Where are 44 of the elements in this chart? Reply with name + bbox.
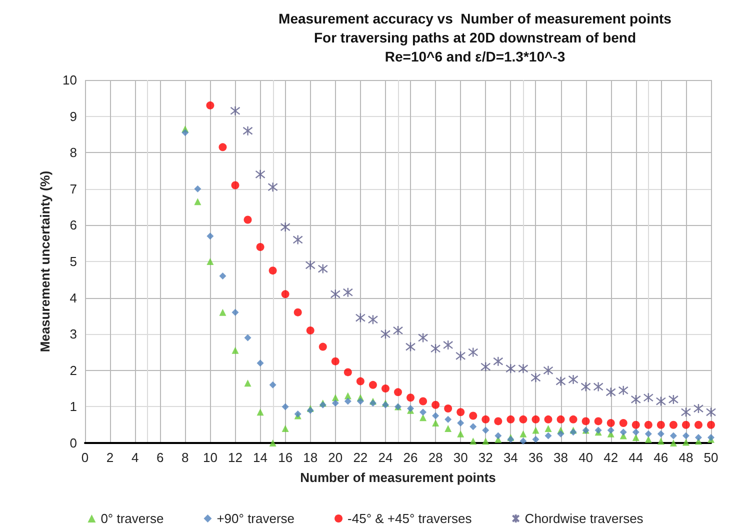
x-tick-label: 18 (303, 450, 318, 465)
x-tick-label: 22 (353, 450, 368, 465)
y-tick-label: 3 (70, 326, 77, 342)
y-axis-title: Measurement uncertainty (%) (38, 170, 53, 352)
x-tick-label: 38 (554, 450, 568, 465)
x-tick-label: 48 (678, 450, 694, 465)
legend-label: -45° & +45° traverses (348, 511, 472, 526)
legend-label: Chordwise traverses (524, 511, 644, 526)
x-tick-label: 30 (453, 450, 468, 465)
y-tick-label: 2 (70, 362, 77, 378)
legend-label: 0° traverse (100, 511, 164, 526)
x-tick-label: 8 (182, 450, 189, 465)
x-tick-label: 28 (428, 450, 443, 465)
legend-label: +90° traverse (216, 511, 295, 526)
x-tick-label: 24 (378, 450, 393, 465)
y-tick-label: 8 (70, 145, 77, 160)
y-tick-label: 1 (70, 399, 77, 414)
y-tick-label: 10 (62, 72, 77, 88)
x-tick-label: 50 (704, 450, 718, 465)
y-tick-label: 9 (70, 108, 77, 124)
x-tick-label: 34 (503, 450, 518, 465)
x-tick-label: 44 (628, 450, 644, 465)
x-tick-label: 4 (131, 450, 139, 465)
x-tick-label: 12 (228, 450, 242, 465)
x-tick-label: 36 (528, 450, 543, 465)
x-tick-label: 14 (253, 450, 268, 465)
x-tick-label: 26 (403, 450, 418, 465)
x-tick-label: 10 (202, 450, 218, 465)
chart-title: Measurement accuracy vs Number of measurement points For traversing paths at 20D downstream of bend Re=10^6 and ε/D=1.3*10^-3 (278, 10, 672, 64)
x-tick-label: 32 (478, 450, 493, 465)
x-tick-label: 0 (81, 450, 89, 465)
x-tick-label: 6 (156, 450, 164, 465)
x-tick-label: 20 (328, 450, 343, 465)
x-axis-title: Number of measurement points (300, 470, 496, 485)
x-tick-label: 42 (604, 450, 618, 465)
y-tick-label: 5 (70, 254, 77, 269)
x-tick-label: 16 (278, 450, 293, 465)
x-tick-label: 2 (106, 450, 114, 465)
x-tick-label: 40 (578, 450, 594, 465)
y-tick-label: 0 (70, 436, 77, 450)
x-tick-label: 46 (654, 450, 668, 465)
y-tick-label: 7 (70, 181, 77, 196)
y-tick-label: 4 (70, 290, 77, 306)
y-tick-label: 6 (70, 218, 77, 233)
